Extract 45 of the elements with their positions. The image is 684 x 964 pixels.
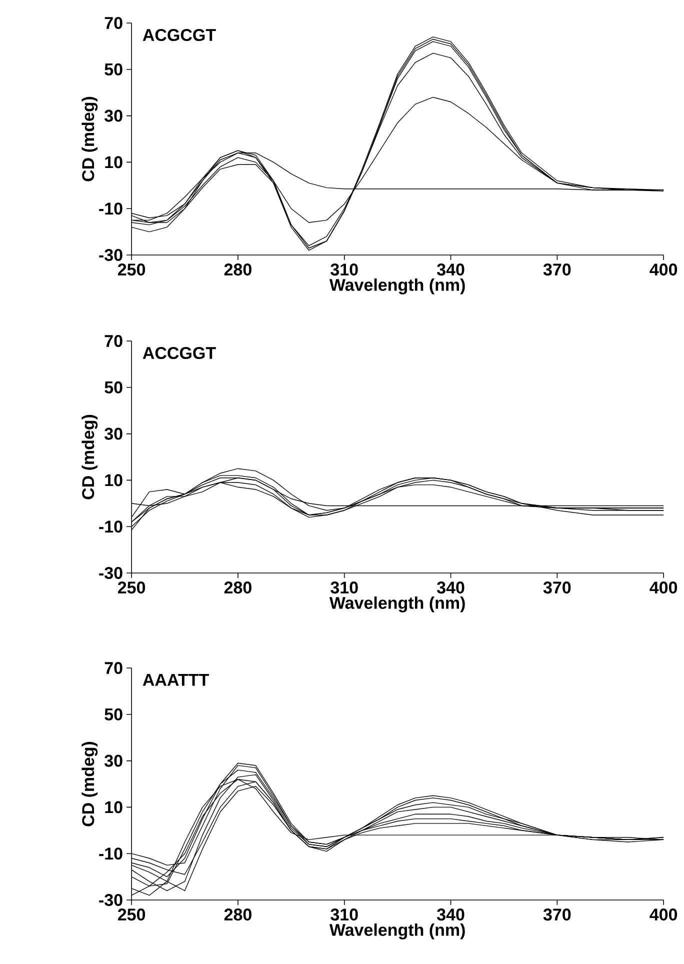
x-tick-label: 310 (330, 582, 358, 594)
x-tick-label: 340 (437, 582, 464, 594)
y-tick-label: 30 (104, 428, 123, 440)
y-tick-label: -30 (99, 248, 123, 262)
x-tick-label: 280 (224, 264, 252, 276)
x-tick-label: 310 (330, 908, 358, 921)
y-tick-label: 70 (105, 662, 123, 674)
y-tick-label: 10 (105, 156, 123, 168)
x-tick-label: 250 (118, 582, 146, 594)
y-tick-label: 50 (104, 63, 123, 76)
y-tick-label: 10 (105, 801, 123, 814)
chart-title: ACCGGT (143, 346, 216, 360)
y-tick-label: -10 (99, 848, 123, 860)
x-axis-title: Wavelength (nm) (330, 923, 466, 940)
x-tick-label: 400 (650, 264, 678, 276)
y-axis-title: CD (mdeg) (82, 414, 98, 500)
chart-title: ACGCGT (143, 28, 216, 42)
y-axis-title: CD (mdeg) (82, 742, 98, 826)
x-tick-label: 340 (437, 264, 464, 276)
y-tick-label: 10 (105, 474, 123, 486)
x-tick-label: 400 (650, 582, 678, 594)
x-tick-label: 400 (650, 908, 678, 921)
y-tick-label: -30 (99, 566, 123, 580)
y-tick-label: 50 (104, 708, 123, 720)
y-tick-label: 70 (105, 16, 123, 30)
x-tick-label: 340 (437, 908, 464, 921)
y-tick-label: -30 (99, 894, 123, 906)
x-axis-title: Wavelength (nm) (330, 596, 466, 612)
x-tick-label: 370 (544, 908, 571, 921)
y-tick-label: -10 (99, 520, 123, 533)
y-tick-label: 30 (104, 754, 123, 767)
chart-title: AAATTT (143, 674, 210, 686)
x-tick-label: 250 (118, 264, 146, 276)
y-tick-label: 30 (104, 110, 123, 122)
y-tick-label: 50 (104, 381, 123, 394)
x-tick-label: 310 (330, 264, 358, 276)
y-tick-label: 70 (105, 334, 123, 348)
x-tick-label: 370 (544, 582, 571, 594)
x-tick-label: 280 (224, 908, 252, 921)
y-tick-label: -10 (99, 202, 123, 215)
x-axis-title: Wavelength (nm) (330, 278, 466, 294)
x-tick-label: 250 (118, 908, 146, 921)
x-tick-label: 280 (224, 582, 252, 594)
y-axis-title: CD (mdeg) (82, 96, 98, 182)
x-tick-label: 370 (544, 264, 571, 276)
